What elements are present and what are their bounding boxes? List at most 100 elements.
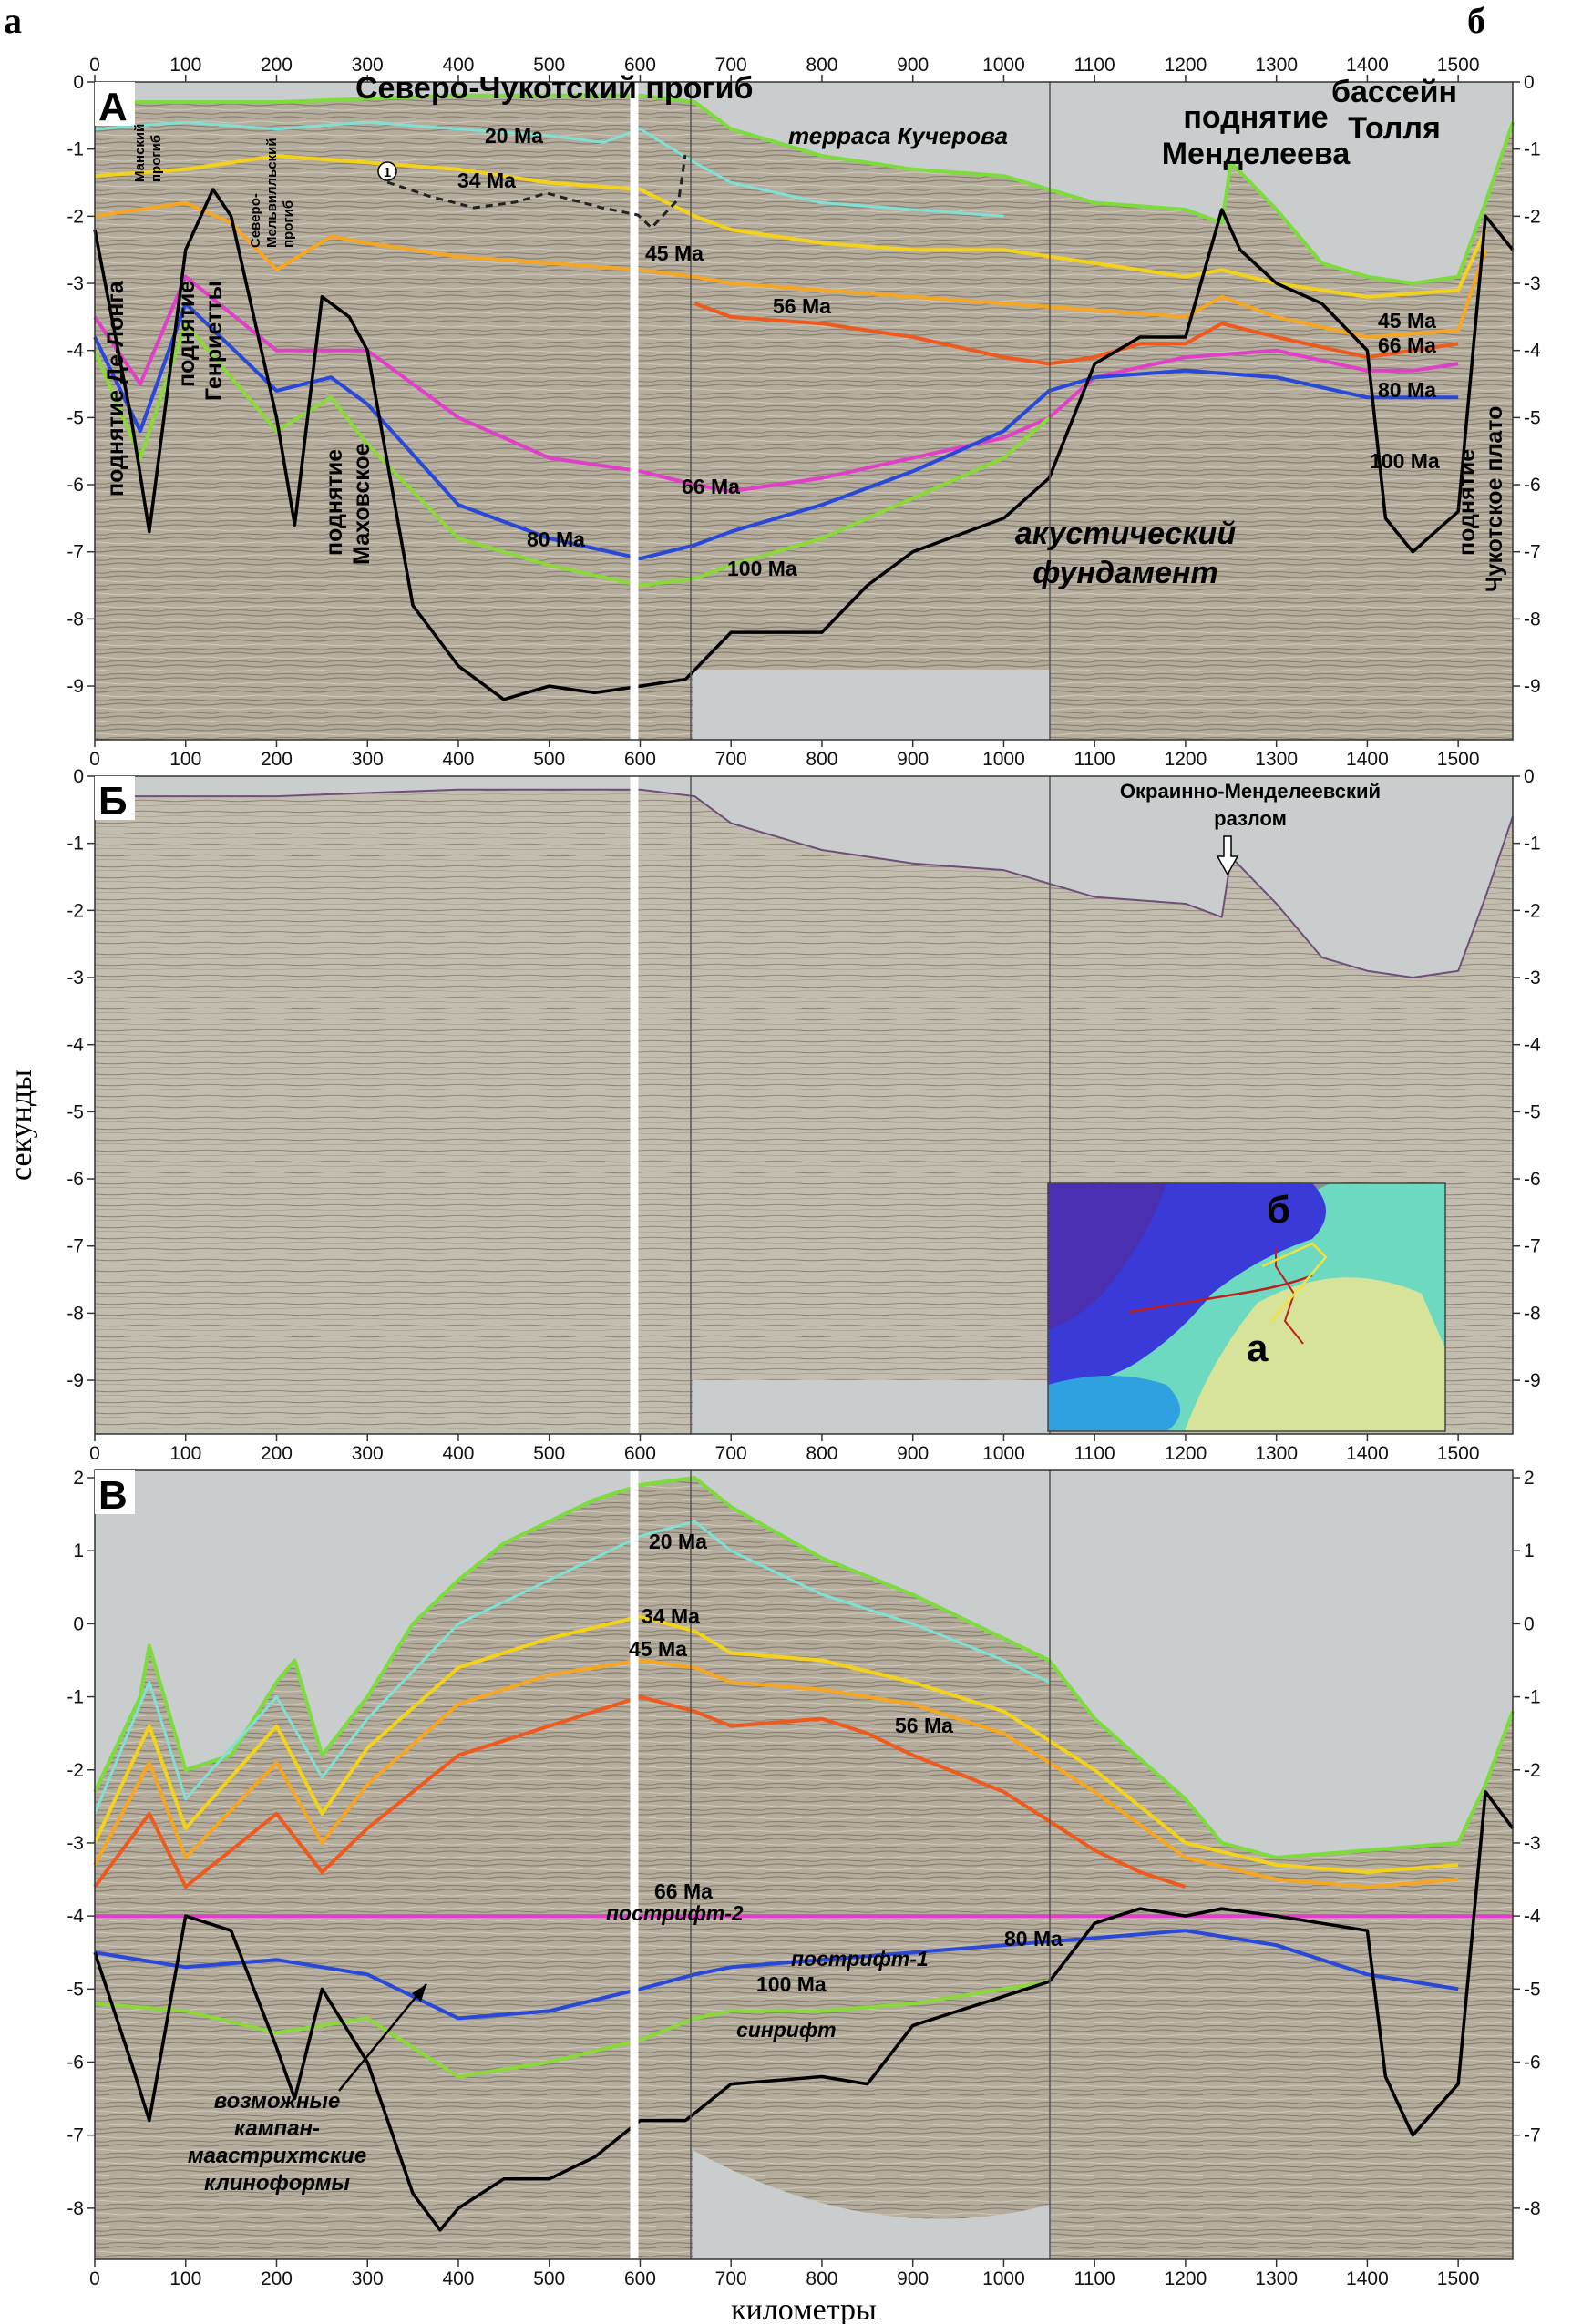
horizon-h100	[93, 322, 1051, 588]
y-tick-label: -4	[67, 1906, 84, 1927]
x-tick-label: 500	[533, 2268, 565, 2289]
y-tick-label: -9	[1524, 1370, 1541, 1391]
x-tick-label: 1100	[1074, 749, 1115, 770]
x-tick-label: 400	[442, 1443, 474, 1464]
water-column	[95, 82, 1513, 283]
panel-v: 0 100 200 300 400 500 600 700 800 900 1000 1100 1200…	[67, 1468, 1541, 2289]
y-tick-label: -7	[67, 542, 84, 563]
label-chukchi-2: Чукотское плато	[1482, 406, 1507, 593]
v-age-20: 20 Ma	[649, 1530, 707, 1553]
age-100-right: 100 Ma	[1370, 449, 1440, 473]
inset-land	[1185, 1277, 1445, 1431]
age-34: 34 Ma	[457, 169, 516, 192]
panel-b-y-ticks-left: 0 -1 -2 -3 -4 -5 -6 -7 -8 -9	[67, 766, 95, 1391]
y-tick-label: -5	[67, 1101, 84, 1122]
y-tick-label: -6	[67, 1169, 84, 1190]
age-45: 45 Ma	[645, 241, 704, 265]
inset-map: а б	[1047, 1182, 1446, 1432]
v-age-66: 66 Ma	[654, 1879, 713, 1903]
y-tick-label: -8	[67, 2198, 84, 2219]
x-tick-label: 1000	[982, 55, 1025, 76]
y-tick-label: 0	[1524, 766, 1535, 787]
label-makhov-2: Маховское	[349, 443, 375, 565]
panel-b-letter: Б	[98, 779, 128, 824]
x-tick-label: 1400	[1346, 749, 1389, 770]
x-tick-label: 1200	[1165, 2268, 1207, 2289]
x-tick-label: 0	[89, 2268, 100, 2289]
y-tick-label: 0	[1524, 72, 1535, 93]
y-tick-label: -2	[1524, 206, 1541, 227]
x-tick-label: 1200	[1165, 1443, 1207, 1464]
label-chukchi-1: поднятие	[1454, 449, 1480, 556]
label-henrietta-1: поднятие	[174, 281, 200, 387]
panel-v-y-ticks-right: 2 1 0 -1 -2 -3 -4 -5 -6 -7 -8	[1513, 1468, 1541, 2219]
x-tick-label: 1100	[1074, 1443, 1115, 1464]
x-tick-label: 900	[897, 1443, 929, 1464]
panel-a-dashed-line	[386, 154, 687, 230]
inset-label-b: б	[1267, 1188, 1290, 1231]
x-tick-label: 1400	[1346, 2268, 1389, 2289]
label-fault-2: разлом	[1214, 807, 1287, 830]
y-tick-label: 2	[73, 1468, 84, 1489]
horizon-basement	[93, 1790, 1515, 2232]
y-tick-label: -6	[67, 2053, 84, 2073]
x-tick-label: 900	[897, 2268, 929, 2289]
label-fault-1: Окраинно-Менделеевский	[1120, 780, 1381, 803]
x-tick-label: 700	[715, 2268, 747, 2289]
panel-a-y-ticks-left: 0 -1 -2 -3 -4 -5 -6 -7 -8 -9	[67, 72, 95, 697]
x-tick-label: 1400	[1346, 55, 1389, 76]
age-66: 66 Ma	[682, 475, 740, 498]
v-age-34: 34 Ma	[642, 1604, 700, 1628]
marker-number: 1	[384, 165, 391, 180]
y-tick-label: -1	[67, 1687, 84, 1708]
y-tick-label: -2	[1524, 900, 1541, 921]
x-tick-label: 800	[806, 2268, 837, 2289]
fault-arrow-icon	[1216, 835, 1239, 876]
label-de-long-rise: поднятие Де-Лонга	[103, 280, 128, 497]
label-clino-3: маастрихтские	[188, 2144, 366, 2168]
label-north-chukchi-trough: Северо-Чукотский прогиб	[355, 71, 754, 106]
horizon-seafloor	[95, 93, 1515, 285]
label-kucherov-terrace: терраса Кучерова	[788, 122, 1008, 149]
y-tick-label: -3	[1524, 273, 1541, 294]
panel-v-y-ticks-left: 2 1 0 -1 -2 -3 -4 -5 -6 -7 -8	[67, 1468, 95, 2219]
label-clino-2: кампан-	[234, 2116, 320, 2141]
panel-b-blank-block	[693, 1380, 1050, 1434]
y-tick-label: 0	[73, 72, 84, 93]
x-tick-label: 200	[261, 749, 293, 770]
x-tick-label: 400	[442, 55, 474, 76]
label-mendeleev-1: поднятие	[1183, 100, 1328, 135]
inset-profile-red	[1129, 1274, 1313, 1314]
panel-v-blank-block	[693, 2150, 1050, 2259]
y-tick-label: -2	[67, 900, 84, 921]
panel-a-horizons	[93, 93, 1515, 701]
y-tick-label: -2	[1524, 1760, 1541, 1781]
label-postrift-1: пострифт-1	[791, 1947, 929, 1971]
v-age-45: 45 Ma	[629, 1637, 687, 1661]
label-makhov-1: поднятие	[322, 449, 347, 556]
y-tick-label: -8	[67, 609, 84, 630]
label-acoustic-basement-1: акустический	[1015, 517, 1236, 551]
x-tick-label: 1500	[1437, 749, 1480, 770]
inset-profile-yellow	[1261, 1242, 1328, 1322]
y-tick-label: -6	[1524, 475, 1541, 496]
horizon-h34	[93, 1614, 1459, 1874]
label-melville-1: Северо-	[248, 193, 263, 248]
horizon-seafloor_plain	[95, 788, 1514, 978]
y-tick-label: -8	[1524, 1303, 1541, 1324]
x-tick-label: 1200	[1165, 749, 1207, 770]
y-tick-label: -1	[67, 139, 84, 160]
panel-v-frame	[94, 1469, 1514, 2260]
x-tick-label: 1500	[1437, 1443, 1480, 1464]
x-tick-label: 1500	[1437, 55, 1480, 76]
horizon-h34	[94, 154, 1487, 299]
horizon-h66	[93, 274, 1459, 494]
v-age-80: 80 Ma	[1004, 1927, 1063, 1950]
horizon-basement	[93, 188, 1515, 701]
y-tick-label: -3	[67, 967, 84, 988]
y-tick-label: -5	[1524, 1101, 1541, 1122]
panel-v-x-ticks-bottom: 0 100 200 300 400 500 600 700 800 900 1000 1100 1200…	[89, 2259, 1480, 2289]
y-tick-label: -6	[1524, 1169, 1541, 1190]
x-tick-label: 200	[261, 55, 293, 76]
